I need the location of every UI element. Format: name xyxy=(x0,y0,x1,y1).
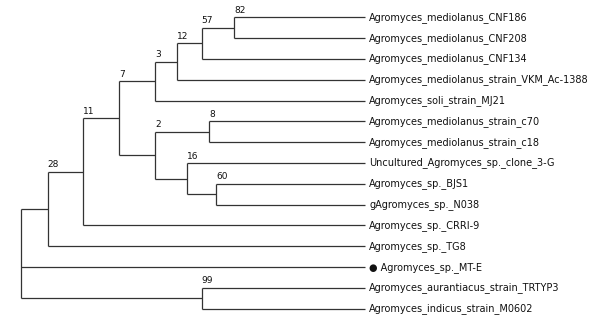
Text: Agromyces_mediolanus_strain_c70: Agromyces_mediolanus_strain_c70 xyxy=(369,116,540,127)
Text: 57: 57 xyxy=(202,16,213,25)
Text: 8: 8 xyxy=(209,110,215,119)
Text: 12: 12 xyxy=(177,32,188,41)
Text: 3: 3 xyxy=(155,50,161,59)
Text: Agromyces_aurantiacus_strain_TRTYP3: Agromyces_aurantiacus_strain_TRTYP3 xyxy=(369,283,560,293)
Text: gAgromyces_sp._N038: gAgromyces_sp._N038 xyxy=(369,199,479,210)
Text: Agromyces_mediolanus_CNF186: Agromyces_mediolanus_CNF186 xyxy=(369,12,528,23)
Text: 99: 99 xyxy=(202,276,213,285)
Text: Agromyces_soli_strain_MJ21: Agromyces_soli_strain_MJ21 xyxy=(369,95,506,106)
Text: Agromyces_sp._TG8: Agromyces_sp._TG8 xyxy=(369,241,467,252)
Text: Agromyces_sp._CRRI-9: Agromyces_sp._CRRI-9 xyxy=(369,220,481,231)
Text: 82: 82 xyxy=(234,6,245,15)
Text: Agromyces_indicus_strain_M0602: Agromyces_indicus_strain_M0602 xyxy=(369,303,534,314)
Text: Agromyces_mediolanus_strain_c18: Agromyces_mediolanus_strain_c18 xyxy=(369,137,540,148)
Text: ● Agromyces_sp._MT-E: ● Agromyces_sp._MT-E xyxy=(369,262,482,272)
Text: 60: 60 xyxy=(216,172,227,181)
Text: Agromyces_mediolanus_strain_VKM_Ac-1388: Agromyces_mediolanus_strain_VKM_Ac-1388 xyxy=(369,74,589,85)
Text: Uncultured_Agromyces_sp._clone_3-G: Uncultured_Agromyces_sp._clone_3-G xyxy=(369,157,555,168)
Text: 28: 28 xyxy=(48,160,59,169)
Text: Agromyces_mediolanus_CNF134: Agromyces_mediolanus_CNF134 xyxy=(369,53,528,64)
Text: 16: 16 xyxy=(188,152,199,161)
Text: Agromyces_mediolanus_CNF208: Agromyces_mediolanus_CNF208 xyxy=(369,33,528,44)
Text: Agromyces_sp._BJS1: Agromyces_sp._BJS1 xyxy=(369,179,470,189)
Text: 7: 7 xyxy=(120,70,125,79)
Text: 11: 11 xyxy=(83,107,95,116)
Text: 2: 2 xyxy=(155,120,161,129)
